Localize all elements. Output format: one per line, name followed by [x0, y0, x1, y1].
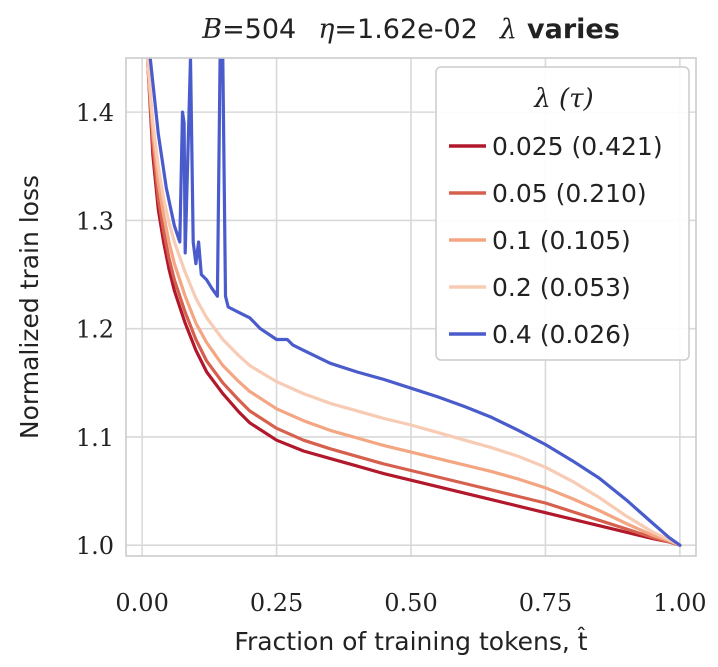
title-eta-value: =1.62e-02 [334, 14, 477, 45]
title-lambda-symbol: λ [499, 14, 517, 45]
title-b-value: =504 [222, 14, 296, 45]
legend-entry-label: 0.1 (0.105) [492, 226, 631, 255]
title-b-symbol: B [201, 14, 222, 45]
y-tick-label: 1.4 [76, 99, 114, 127]
plot-frame [125, 57, 697, 557]
title-lambda-value: varies [527, 14, 620, 45]
y-tick-label: 1.2 [76, 316, 114, 344]
y-tick-label: 1.1 [76, 424, 114, 452]
legend-entry-label: 0.2 (0.053) [492, 273, 631, 302]
x-tick-label: 1.00 [653, 589, 706, 617]
x-tick-labels: 0.00 0.25 0.50 0.75 1.00 [115, 589, 706, 617]
legend-entry-label: 0.05 (0.210) [492, 179, 647, 208]
series-line-5 [148, 58, 682, 547]
y-axis-label: Normalized train loss [15, 175, 44, 439]
y-tick-label: 1.0 [76, 532, 114, 560]
legend-box [435, 66, 690, 361]
legend-entry-label: 0.025 (0.421) [492, 132, 663, 161]
series-line-3 [145, 58, 682, 547]
series-line-4 [145, 58, 682, 547]
legend-title: λ (τ) [533, 84, 593, 114]
series-group [145, 58, 682, 547]
legend: λ (τ) 0.025 (0.421) 0.05 (0.210) 0.1 (0.10… [435, 66, 690, 361]
title-eta-symbol: η [318, 14, 334, 45]
y-tick-label: 1.3 [76, 207, 114, 235]
series-line-1 [145, 58, 682, 547]
x-tick-label: 0.25 [250, 589, 303, 617]
series-line-2 [145, 58, 682, 547]
legend-items: 0.025 (0.421) 0.05 (0.210) 0.1 (0.105) 0.2 … [449, 132, 663, 349]
y-tick-labels: 1.0 1.1 1.2 1.3 1.4 [76, 99, 114, 560]
x-tick-label: 0.00 [115, 589, 168, 617]
x-tick-label: 0.75 [519, 589, 572, 617]
chart-title: B=504 η=1.62e-02 λ varies [201, 14, 620, 45]
x-tick-label: 0.50 [384, 589, 437, 617]
x-axis-label: Fraction of training tokens, t̂ [234, 627, 587, 656]
legend-entry-label: 0.4 (0.026) [492, 320, 631, 349]
